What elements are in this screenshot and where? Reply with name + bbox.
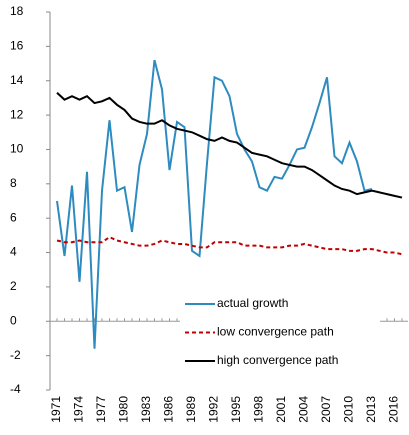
y-tick-label: 18 [10,4,24,18]
x-tick-label: 1989 [184,396,198,423]
legend-label: high convergence path [217,353,338,367]
series-line [56,59,373,349]
legend-label: actual growth [217,296,288,310]
x-tick-label: 1998 [252,396,266,423]
series-line [56,92,403,199]
y-tick-label: 2 [10,279,17,293]
y-tick-label: 16 [10,39,24,53]
x-tick-label: 1971 [49,396,63,423]
y-tick-label: 14 [10,73,24,87]
y-tick-label: 4 [10,245,17,259]
x-tick-label: 1992 [207,396,221,423]
y-tick-label: 12 [10,107,24,121]
y-tick-label: 0 [10,313,17,327]
x-tick-label: 1986 [162,396,176,423]
y-tick-label: -4 [10,382,21,396]
x-tick-label: 1980 [117,396,131,423]
x-tick-label: 1983 [139,396,153,423]
y-tick-label: 10 [10,142,24,156]
x-tick-label: 2001 [274,396,288,423]
x-tick-label: 2010 [342,396,356,423]
series-line [56,235,403,256]
x-tick-label: 2007 [319,396,333,423]
y-tick-label: -2 [10,348,21,362]
y-tick-label: 6 [10,210,17,224]
x-tick-label: 1974 [72,396,86,423]
x-tick-label: 1995 [229,396,243,423]
x-tick-label: 2013 [364,396,378,423]
x-tick-label: 2016 [387,396,401,423]
legend-label: low convergence path [217,325,334,339]
y-tick-label: 8 [10,176,17,190]
x-tick-label: 1977 [94,396,108,423]
x-tick-label: 2004 [297,396,311,423]
